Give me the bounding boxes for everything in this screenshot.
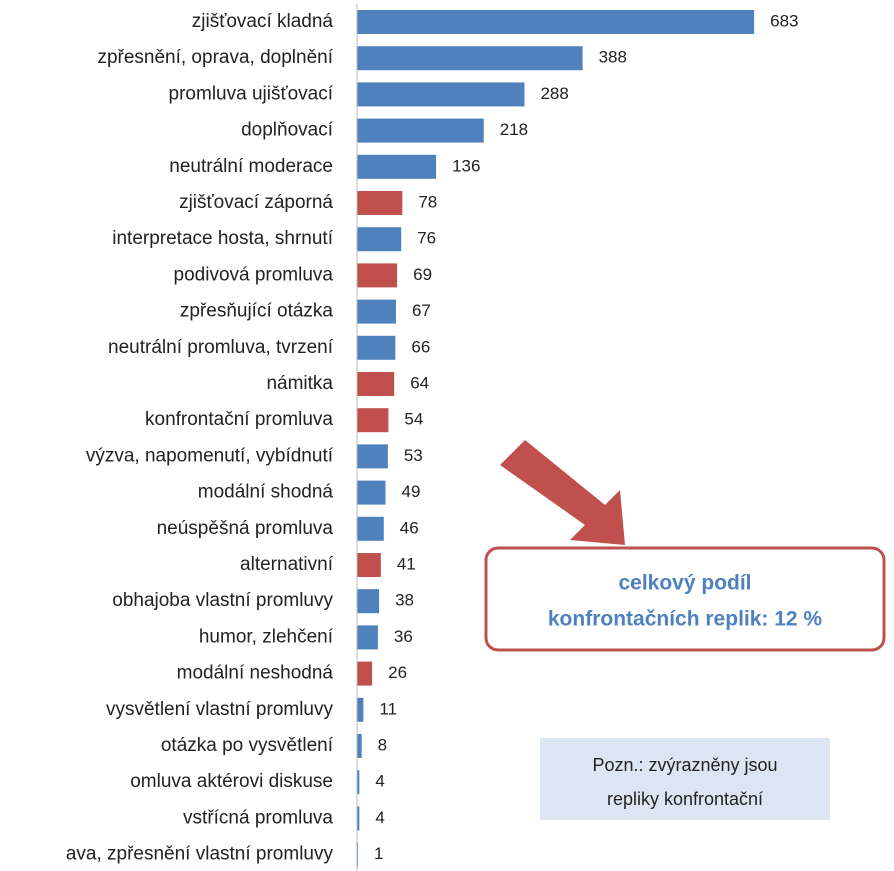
data-label: 8 xyxy=(378,735,387,754)
data-label: 78 xyxy=(418,192,437,211)
data-label: 4 xyxy=(375,808,384,827)
y-tick-label: interpretace hosta, shrnutí xyxy=(112,228,333,249)
bar xyxy=(357,10,755,34)
y-tick-label: modální neshodná xyxy=(177,663,334,684)
data-label: 26 xyxy=(388,663,407,682)
data-label: 67 xyxy=(412,301,431,320)
bar xyxy=(357,516,384,541)
data-label: 41 xyxy=(397,554,416,573)
data-label: 54 xyxy=(404,410,423,429)
y-tick-label: doplňovací xyxy=(241,120,334,141)
bar xyxy=(357,154,437,179)
data-label: 69 xyxy=(413,265,432,284)
y-tick-label: neutrální moderace xyxy=(169,156,333,177)
bar xyxy=(357,770,360,795)
bar xyxy=(357,697,364,722)
data-label: 218 xyxy=(500,120,528,139)
bar xyxy=(357,806,360,831)
bar xyxy=(357,227,402,252)
bar xyxy=(357,299,396,324)
data-label: 46 xyxy=(400,518,419,537)
y-tick-label: zpřesnění, oprava, doplnění xyxy=(97,47,333,68)
highlight-text: konfrontačních replik: 12 % xyxy=(548,608,823,631)
bar xyxy=(357,589,380,614)
data-label: 64 xyxy=(410,373,429,392)
data-label: 53 xyxy=(404,446,423,465)
bar xyxy=(357,408,389,433)
bar xyxy=(357,82,525,107)
bar xyxy=(357,480,386,505)
note-box xyxy=(540,738,830,820)
y-tick-label: zpřesňující otázka xyxy=(180,301,334,322)
bar xyxy=(357,625,378,650)
note-text: Pozn.: zvýrazněny jsou xyxy=(592,755,777,775)
y-tick-label: neúspěšná promluva xyxy=(157,518,334,539)
data-label: 38 xyxy=(395,591,414,610)
y-tick-label: alternativní xyxy=(240,554,334,575)
data-label: 11 xyxy=(379,699,397,718)
bar xyxy=(357,734,362,758)
data-label: 288 xyxy=(540,84,568,103)
data-label: 76 xyxy=(417,229,436,248)
y-tick-label: výzva, napomenutí, vybídnutí xyxy=(86,445,334,466)
y-tick-label: zjišťovací kladná xyxy=(192,11,334,32)
y-tick-label: humor, zlehčení xyxy=(199,626,334,647)
y-tick-label: námitka xyxy=(266,373,333,394)
y-tick-label: konfrontační promluva xyxy=(145,409,333,430)
data-label: 36 xyxy=(394,627,413,646)
bar xyxy=(357,553,381,577)
data-label: 1 xyxy=(374,844,383,863)
data-label: 66 xyxy=(411,337,430,356)
data-label: 136 xyxy=(452,156,480,175)
bar xyxy=(357,335,396,360)
y-tick-label: ava, zpřesnění vlastní promluvy xyxy=(66,844,334,865)
highlight-box xyxy=(484,546,886,652)
bar xyxy=(357,372,395,396)
highlight-text: celkový podíl xyxy=(618,572,751,595)
y-tick-label: neutrální promluva, tvrzení xyxy=(108,337,334,358)
arrow xyxy=(500,440,625,545)
y-tick-label: otázka po vysvětlení xyxy=(161,735,334,756)
y-tick-label: obhajoba vlastní promluvy xyxy=(112,590,333,611)
y-tick-label: podivová promluva xyxy=(174,264,334,285)
y-tick-label: zjišťovací záporná xyxy=(179,192,333,213)
bar xyxy=(357,191,403,215)
note-text: repliky konfrontační xyxy=(607,789,763,809)
bar xyxy=(357,46,583,71)
data-label: 49 xyxy=(401,482,420,501)
y-tick-label: modální shodná xyxy=(198,482,334,503)
bar xyxy=(357,118,484,143)
bar xyxy=(357,444,388,469)
y-tick-label: vstřícná promluva xyxy=(183,807,333,828)
bar xyxy=(357,661,373,686)
y-tick-label: omluva aktérovi diskuse xyxy=(130,771,333,792)
data-label: 4 xyxy=(375,772,384,791)
bar xyxy=(357,263,398,288)
y-tick-label: promluva ujišťovací xyxy=(169,83,334,104)
data-label: 683 xyxy=(770,11,798,30)
data-label: 388 xyxy=(599,48,627,67)
y-tick-label: vysvětlení vlastní promluvy xyxy=(106,699,334,720)
